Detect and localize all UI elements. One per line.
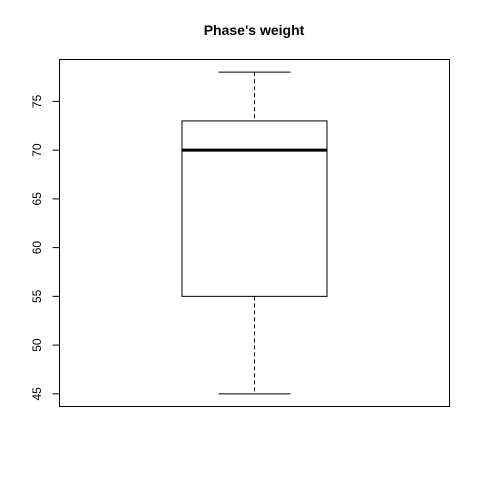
y-tick-label: 45 [30,387,44,401]
y-tick-label: 65 [30,192,44,206]
y-tick-label: 60 [30,241,44,255]
y-axis: 45 50 55 60 65 70 75 [30,94,60,401]
y-tick-label: 55 [30,289,44,303]
chart-title: Phase's weight [204,22,305,38]
y-tick-label: 70 [30,143,44,157]
iqr-box [181,120,328,297]
y-tick-label: 75 [30,94,44,108]
y-tick-label: 50 [30,338,44,352]
box-group [181,71,328,395]
